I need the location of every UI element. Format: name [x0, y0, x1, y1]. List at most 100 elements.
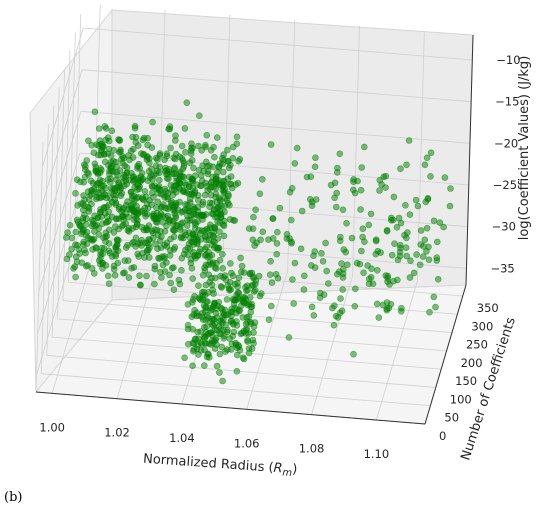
- scatter-point: [142, 212, 149, 220]
- scatter-point: [91, 228, 98, 235]
- scatter-point: [106, 194, 114, 202]
- scatter-point: [333, 169, 341, 176]
- scatter-point: [256, 190, 264, 198]
- scatter-point: [151, 280, 158, 288]
- scatter-point: [133, 215, 140, 222]
- scatter-point: [217, 325, 225, 332]
- scatter-point: [350, 350, 357, 358]
- scatter-point: [97, 194, 105, 201]
- scatter-point: [146, 254, 153, 261]
- scatter-point: [170, 246, 178, 253]
- scatter-point: [233, 367, 241, 375]
- scatter-point: [213, 198, 221, 206]
- scatter-point: [217, 283, 225, 290]
- scatter-point: [318, 250, 325, 257]
- scatter-point: [332, 203, 340, 211]
- scatter-point: [105, 161, 112, 169]
- scatter-point: [252, 286, 259, 294]
- scatter-point: [128, 195, 136, 202]
- scatter-point: [91, 108, 99, 116]
- x-tick-label: 1.10: [364, 447, 390, 461]
- x-gridline: [416, 30, 425, 282]
- scatter-point: [234, 351, 241, 359]
- scatter-point: [164, 175, 171, 182]
- scatter-point: [99, 142, 107, 150]
- scatter-point: [202, 141, 209, 149]
- y-tick-label: 50: [444, 411, 459, 425]
- scatter-point: [343, 220, 350, 227]
- z-tick-label: −30: [492, 220, 516, 234]
- scatter-point: [156, 176, 163, 184]
- scatter-point: [138, 169, 146, 177]
- scatter-point: [104, 176, 112, 183]
- scatter-point: [274, 274, 282, 282]
- scatter-point: [377, 249, 384, 256]
- scatter-point: [188, 313, 196, 321]
- scatter-point: [203, 131, 211, 139]
- z-tick-label: −20: [494, 136, 518, 150]
- scatter-point: [402, 244, 410, 251]
- scatter-point: [85, 137, 92, 145]
- scatter-point: [84, 188, 92, 195]
- scatter-point: [182, 149, 189, 156]
- scatter-point: [403, 234, 410, 242]
- scatter-point: [144, 239, 151, 247]
- scatter-point: [111, 271, 119, 279]
- scatter-point: [72, 190, 79, 197]
- scatter-point: [137, 281, 144, 289]
- scatter-point: [339, 265, 347, 273]
- scatter-point: [219, 313, 227, 320]
- scatter-point: [213, 244, 220, 251]
- scatter-point: [197, 347, 205, 354]
- scatter-point: [397, 165, 404, 172]
- z-gridline: [36, 236, 78, 376]
- scatter-point: [153, 204, 160, 211]
- scatter-point: [333, 189, 341, 197]
- scatter-point: [88, 222, 96, 230]
- scatter-point: [78, 259, 86, 267]
- scatter-point: [190, 235, 198, 242]
- scatter-point: [211, 153, 218, 161]
- scatter-point: [433, 238, 441, 246]
- scatter-point: [194, 251, 202, 259]
- scatter-point: [130, 264, 138, 271]
- scatter-point: [143, 272, 150, 280]
- scatter-point: [423, 224, 431, 232]
- scatter-point: [322, 239, 329, 247]
- scatter-point: [97, 206, 104, 213]
- scatter-point: [185, 183, 193, 190]
- scatter-point: [436, 219, 444, 226]
- scatter-point: [253, 239, 260, 247]
- scatter-point: [211, 299, 218, 307]
- scatter-point: [161, 185, 169, 193]
- y-gridline: [41, 373, 431, 407]
- scatter-point: [204, 168, 212, 175]
- scatter-point: [414, 202, 422, 210]
- y-gridline: [46, 355, 436, 388]
- scatter-point: [382, 172, 390, 180]
- scatter-point: [208, 281, 216, 289]
- y-tick-label: 150: [455, 374, 477, 388]
- scatter-point: [108, 213, 116, 221]
- scatter-point: [308, 303, 316, 311]
- y-gridline: [62, 300, 453, 333]
- scatter-point: [359, 225, 367, 232]
- scatter-point: [176, 280, 184, 288]
- scatter-point: [171, 166, 178, 173]
- z-axis-label: log(Coefficient Values) (J/kg): [517, 56, 532, 241]
- scatter-point: [179, 188, 187, 195]
- scatter-point: [210, 322, 217, 330]
- scatter-point: [245, 345, 253, 352]
- scatter-point: [171, 210, 178, 217]
- scatter-point: [117, 146, 124, 154]
- scatter-point: [95, 231, 103, 238]
- scatter-point: [125, 274, 133, 281]
- scatter-point: [220, 182, 228, 189]
- scatter-point: [195, 166, 203, 174]
- scatter-point: [204, 227, 212, 234]
- scatter-point: [227, 317, 235, 325]
- scatter-point: [252, 206, 259, 214]
- scatter-point: [173, 177, 180, 185]
- scatter-point: [195, 282, 202, 290]
- scatter-point: [419, 253, 427, 260]
